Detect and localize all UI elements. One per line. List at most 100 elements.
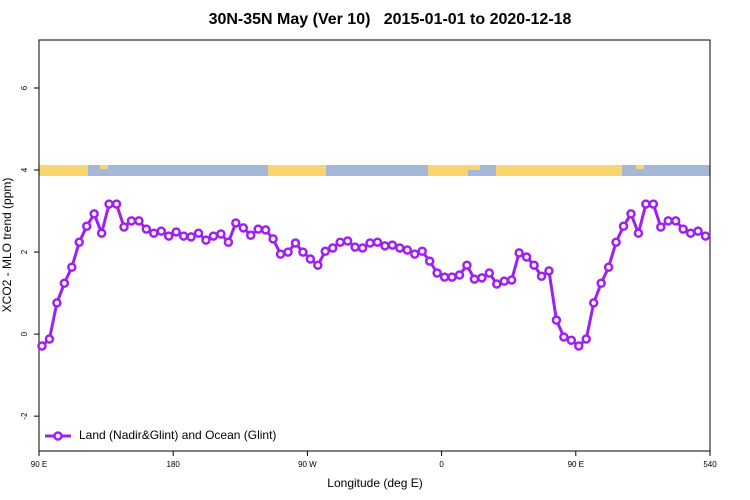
data-point bbox=[596, 278, 606, 288]
data-point bbox=[678, 224, 688, 234]
x-tick-label: 90 E bbox=[568, 460, 584, 469]
data-point bbox=[380, 241, 390, 251]
y-tick-label: 4 bbox=[20, 167, 29, 172]
data-point bbox=[320, 246, 331, 256]
data-point bbox=[305, 254, 316, 264]
data-point bbox=[566, 335, 577, 346]
data-point bbox=[447, 272, 457, 282]
data-point bbox=[37, 341, 47, 351]
data-point bbox=[395, 243, 405, 253]
data-point bbox=[119, 222, 129, 232]
data-point bbox=[469, 274, 480, 284]
data-point bbox=[462, 260, 472, 270]
data-point bbox=[454, 270, 465, 280]
data-point bbox=[268, 234, 278, 244]
data-point bbox=[477, 273, 487, 283]
data-point bbox=[387, 240, 398, 250]
data-point bbox=[178, 231, 189, 241]
data-point bbox=[372, 237, 383, 247]
legend-label: Land (Nadir&Glint) and Ocean (Glint) bbox=[79, 428, 276, 442]
legend-marker bbox=[53, 431, 63, 441]
data-point bbox=[298, 247, 308, 257]
data-point bbox=[327, 243, 338, 253]
data-point bbox=[111, 199, 122, 209]
data-point bbox=[313, 260, 323, 270]
x-axis-label: Longitude (deg E) bbox=[327, 476, 422, 490]
data-point bbox=[484, 268, 495, 278]
data-point bbox=[357, 243, 368, 253]
data-point bbox=[67, 262, 77, 272]
data-point bbox=[208, 231, 219, 241]
data-point bbox=[633, 228, 644, 238]
data-point bbox=[253, 224, 263, 234]
data-point bbox=[74, 237, 85, 247]
x-tick-label: 0 bbox=[439, 460, 444, 469]
data-point bbox=[700, 231, 711, 241]
data-point bbox=[656, 222, 666, 232]
data-point bbox=[96, 228, 107, 238]
data-point bbox=[223, 237, 234, 247]
data-point bbox=[514, 248, 524, 258]
y-tick-label: 0 bbox=[20, 331, 29, 336]
data-point bbox=[529, 260, 539, 270]
data-point bbox=[342, 236, 353, 246]
data-line bbox=[40, 202, 707, 348]
data-point bbox=[544, 266, 554, 276]
data-point bbox=[290, 238, 301, 248]
data-point bbox=[186, 232, 196, 242]
data-point bbox=[245, 230, 256, 240]
data-point bbox=[260, 225, 271, 235]
data-point bbox=[641, 199, 651, 209]
data-point bbox=[626, 209, 636, 219]
data-point bbox=[618, 221, 629, 231]
data-point bbox=[432, 268, 442, 278]
land-ocean-strip bbox=[39, 165, 710, 176]
data-point bbox=[171, 227, 181, 237]
data-point bbox=[335, 237, 345, 247]
chart-title: 30N-35N May (Ver 10) 2015-01-01 to 2020-… bbox=[209, 11, 572, 28]
data-point bbox=[231, 218, 241, 228]
y-axis-label: XCO2 - MLO trend (ppm) bbox=[0, 178, 14, 313]
data-point bbox=[59, 278, 70, 288]
data-point bbox=[521, 252, 532, 262]
data-point bbox=[201, 235, 211, 245]
x-tick-label: 540 bbox=[703, 460, 717, 469]
data-point bbox=[574, 341, 584, 351]
data-point bbox=[603, 262, 614, 272]
x-tick-label: 90 E bbox=[31, 460, 47, 469]
data-point bbox=[89, 209, 99, 219]
data-point bbox=[365, 238, 375, 248]
data-point bbox=[141, 224, 152, 234]
data-point bbox=[156, 226, 167, 236]
data-point bbox=[149, 228, 159, 238]
data-point bbox=[104, 199, 114, 209]
data-point bbox=[52, 298, 62, 308]
data-point bbox=[648, 199, 659, 209]
data-point bbox=[410, 249, 420, 259]
data-point bbox=[559, 332, 569, 342]
data-point bbox=[193, 228, 204, 238]
y-tick-label: 6 bbox=[20, 85, 29, 90]
data-point bbox=[238, 223, 249, 233]
data-point bbox=[216, 229, 226, 239]
data-point bbox=[506, 275, 517, 285]
data-point bbox=[439, 272, 450, 282]
data-point bbox=[499, 276, 509, 286]
data-point bbox=[588, 298, 599, 308]
data-point bbox=[492, 279, 502, 289]
data-point bbox=[134, 216, 144, 226]
x-tick-label: 180 bbox=[167, 460, 181, 469]
data-point bbox=[44, 334, 55, 344]
data-point bbox=[126, 216, 137, 226]
x-tick-label: 90 W bbox=[298, 460, 317, 469]
data-point bbox=[402, 245, 413, 255]
data-point bbox=[81, 221, 92, 231]
data-point bbox=[670, 216, 681, 226]
data-point bbox=[611, 237, 621, 247]
data-point bbox=[685, 228, 696, 238]
data-point bbox=[581, 334, 591, 344]
data-point bbox=[275, 249, 286, 259]
data-point bbox=[163, 231, 174, 241]
plot-frame bbox=[38, 39, 711, 452]
data-point bbox=[417, 246, 427, 256]
